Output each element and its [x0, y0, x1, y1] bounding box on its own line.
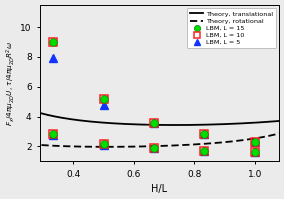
X-axis label: H/L: H/L: [151, 184, 168, 194]
Legend: Theory, translational, Theory, rotational, LBM, L = 15, LBM, L = 10, LBM, L = 5: Theory, translational, Theory, rotationa…: [187, 8, 276, 48]
Y-axis label: $F_x/4\pi\mu_{2D}U$, $\tau/4\pi\mu_{2D}R^2\omega$: $F_x/4\pi\mu_{2D}U$, $\tau/4\pi\mu_{2D}R…: [5, 41, 17, 126]
